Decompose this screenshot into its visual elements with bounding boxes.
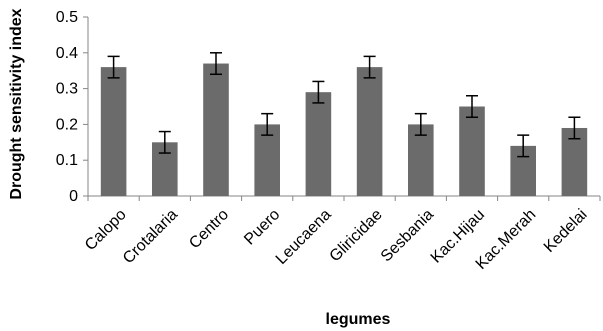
- bar: [356, 67, 383, 197]
- x-category-label: Crotalaria: [120, 206, 181, 267]
- y-tick-label: 0.1: [56, 152, 78, 169]
- bar: [408, 124, 434, 196]
- x-category-label: Puero: [241, 206, 283, 248]
- x-category-label: Leucaena: [273, 206, 335, 268]
- x-category-label: Calopo: [82, 206, 130, 254]
- y-tick-label: 0.2: [56, 116, 78, 133]
- bar: [203, 63, 229, 196]
- y-axis-title: Drought sensitivity index: [8, 8, 25, 199]
- bar: [305, 92, 332, 196]
- y-tick-label: 0: [69, 188, 78, 205]
- y-tick-label: 0.3: [56, 81, 78, 98]
- x-category-label: Centro: [186, 206, 232, 252]
- x-axis-title: legumes: [326, 311, 391, 328]
- bar: [254, 124, 280, 196]
- bar: [100, 67, 127, 197]
- x-category-label: Sesbania: [378, 206, 437, 265]
- x-category-label: Gliricidae: [327, 206, 386, 265]
- y-tick-label: 0.5: [56, 9, 78, 26]
- x-category-label: Kedelai: [541, 206, 591, 256]
- y-tick-label: 0.4: [56, 45, 78, 62]
- bar: [459, 106, 485, 196]
